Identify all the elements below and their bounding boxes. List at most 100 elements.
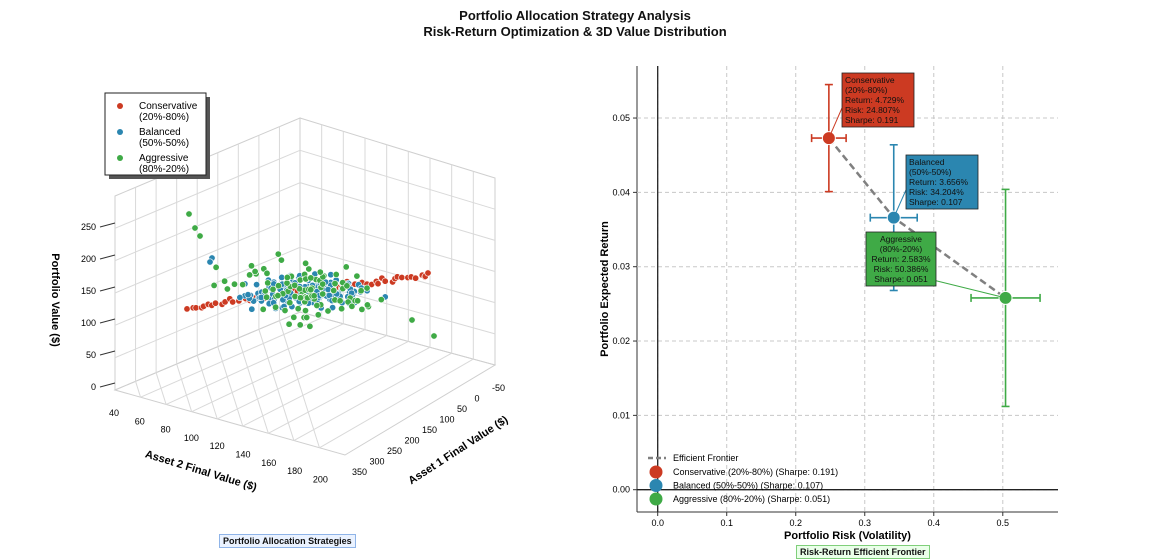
point-aggressive: [285, 320, 293, 328]
point-conservative: [424, 269, 432, 277]
point-aggressive: [342, 263, 350, 271]
x-tick-label: 0: [475, 394, 480, 404]
y-tick-label: 0.03: [612, 262, 630, 272]
x-tick-label: 150: [422, 425, 437, 435]
point-aggressive: [313, 301, 321, 309]
y-tick-label: 40: [109, 408, 119, 418]
grid-line: [135, 381, 142, 398]
point-aggressive: [319, 290, 327, 298]
grid-line: [319, 358, 474, 449]
legend-label: Efficient Frontier: [673, 453, 738, 463]
pane-1: [299, 117, 496, 366]
point-aggressive: [319, 280, 327, 288]
legend-label: Aggressive: [139, 153, 189, 164]
x-axis-label: Portfolio Risk (Volatility): [784, 530, 911, 542]
point-aggressive: [307, 286, 315, 294]
grid-line: [114, 279, 301, 359]
grid-line: [114, 214, 301, 294]
annotation-box: [841, 72, 915, 128]
point-aggressive: [286, 299, 294, 307]
point-balanced: [244, 291, 252, 299]
point-aggressive: [274, 292, 282, 300]
grid-line: [217, 335, 387, 420]
z-tick: [99, 254, 116, 260]
z-tick-label: 150: [81, 286, 96, 296]
x-tick-label: 0.5: [997, 518, 1010, 528]
legend-label: (50%-50%): [139, 138, 189, 149]
point-aggressive: [261, 287, 269, 295]
annotation-text: (20%-80%): [845, 85, 888, 95]
panel-label-3d: Portfolio Allocation Strategies: [219, 534, 356, 548]
x-tick-label: 350: [352, 467, 367, 477]
point-aggressive: [354, 297, 362, 305]
annotation-text: (50%-50%): [909, 167, 952, 177]
point-aggressive: [310, 292, 318, 300]
point-aggressive: [316, 268, 324, 276]
grid-line: [114, 246, 301, 326]
point-aggressive: [363, 284, 371, 292]
y-tick-label: 200: [313, 474, 328, 484]
grid-line: [299, 149, 496, 210]
y-tick-label: 0.04: [612, 187, 630, 197]
x-tick-label: 0.1: [720, 518, 733, 528]
point-aggressive: [263, 269, 271, 277]
grid-line: [299, 214, 496, 272]
point-aggressive: [296, 321, 304, 329]
point-aggressive: [196, 232, 204, 240]
annotation-arrow: [932, 279, 1006, 299]
z-axis-label: Portfolio Value ($): [49, 253, 61, 347]
x-tick-label: 0.3: [858, 518, 871, 528]
point-aggressive: [274, 282, 282, 290]
legend-label: Conservative: [139, 101, 198, 112]
annotation-text: Sharpe: 0.051: [874, 274, 928, 284]
figure-subtitle: Risk-Return Optimization & 3D Value Dist…: [423, 24, 727, 39]
grid-line: [140, 317, 322, 398]
y-tick-label: 140: [235, 450, 250, 460]
x-tick-label: 100: [440, 415, 455, 425]
legend-marker-aggressive: [117, 155, 123, 161]
z-tick: [99, 350, 116, 356]
grid-line: [299, 182, 496, 241]
grid-line: [176, 363, 193, 412]
grid-line: [114, 149, 301, 229]
z-tick: [99, 318, 116, 324]
x-tick-label: 0.4: [928, 518, 941, 528]
point-aggressive: [283, 273, 291, 281]
point-aggressive: [259, 305, 267, 313]
point-conservative: [374, 280, 382, 288]
legend-frontier: Efficient Frontier Conservative (20%-80%)…: [648, 453, 838, 506]
annotation-text: Sharpe: 0.191: [845, 115, 899, 125]
legend-marker-balanced: [649, 479, 663, 492]
panel-3d-scatter: 050100150200250406080100120140160180200-…: [49, 92, 511, 494]
point-aggressive: [290, 313, 298, 321]
annotation-text: (80%-20%): [880, 244, 923, 254]
point-aggressive: [291, 281, 299, 289]
point-aggressive: [264, 279, 272, 287]
legend-label: (80%-20%): [139, 164, 189, 175]
point-group-aggressive: Aggressive(80%-20%)Return: 2.583%Risk: 5…: [865, 188, 1041, 408]
legend-marker-conservative: [117, 103, 123, 109]
annotation-text: Aggressive: [880, 234, 922, 244]
point-aggressive: [281, 306, 289, 314]
legend-label: Balanced (50%-50%) (Sharpe: 0.107): [673, 481, 823, 491]
panel-risk-return: 0.0 0.1 0.2 0.3 0.4 0.5 0.00 0.01 0.02 0.03 0.04 0.…: [599, 66, 1058, 542]
legend-marker-conservative: [649, 465, 663, 479]
point-aggressive: [336, 297, 344, 305]
z-tick-label: 100: [81, 318, 96, 328]
point-aggressive: [377, 296, 385, 304]
point-conservative: [412, 274, 420, 282]
y-tick-label: 80: [161, 425, 171, 435]
annotation-text: Return: 3.656%: [909, 177, 969, 187]
z-tick: [99, 286, 116, 292]
grid-line: [237, 337, 269, 434]
point-aggressive: [358, 305, 366, 313]
point-aggressive: [302, 259, 310, 267]
grid-line: [196, 355, 218, 420]
y-tick-label: 0.05: [612, 113, 630, 123]
point-aggressive: [301, 307, 309, 315]
point-conservative: [212, 299, 220, 307]
point-conservative: [229, 298, 237, 306]
y-axis-label: Portfolio Expected Return: [599, 221, 611, 357]
grid-line: [114, 182, 301, 262]
figure-title: Portfolio Allocation Strategy Analysis: [459, 8, 691, 23]
